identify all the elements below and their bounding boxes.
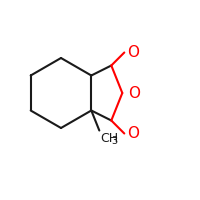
Text: O: O (127, 126, 139, 141)
Text: O: O (128, 86, 140, 100)
Text: 3: 3 (111, 136, 117, 146)
Text: CH: CH (100, 132, 118, 146)
Text: O: O (127, 45, 139, 60)
